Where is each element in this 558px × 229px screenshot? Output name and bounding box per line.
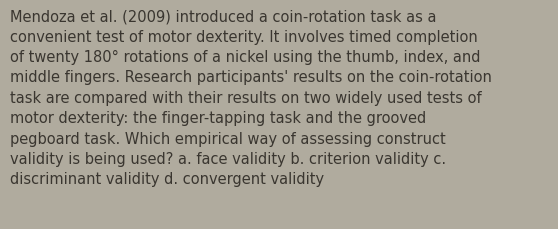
Text: Mendoza et al. (2009) introduced a coin-rotation task as a
convenient test of mo: Mendoza et al. (2009) introduced a coin-…	[10, 9, 492, 187]
